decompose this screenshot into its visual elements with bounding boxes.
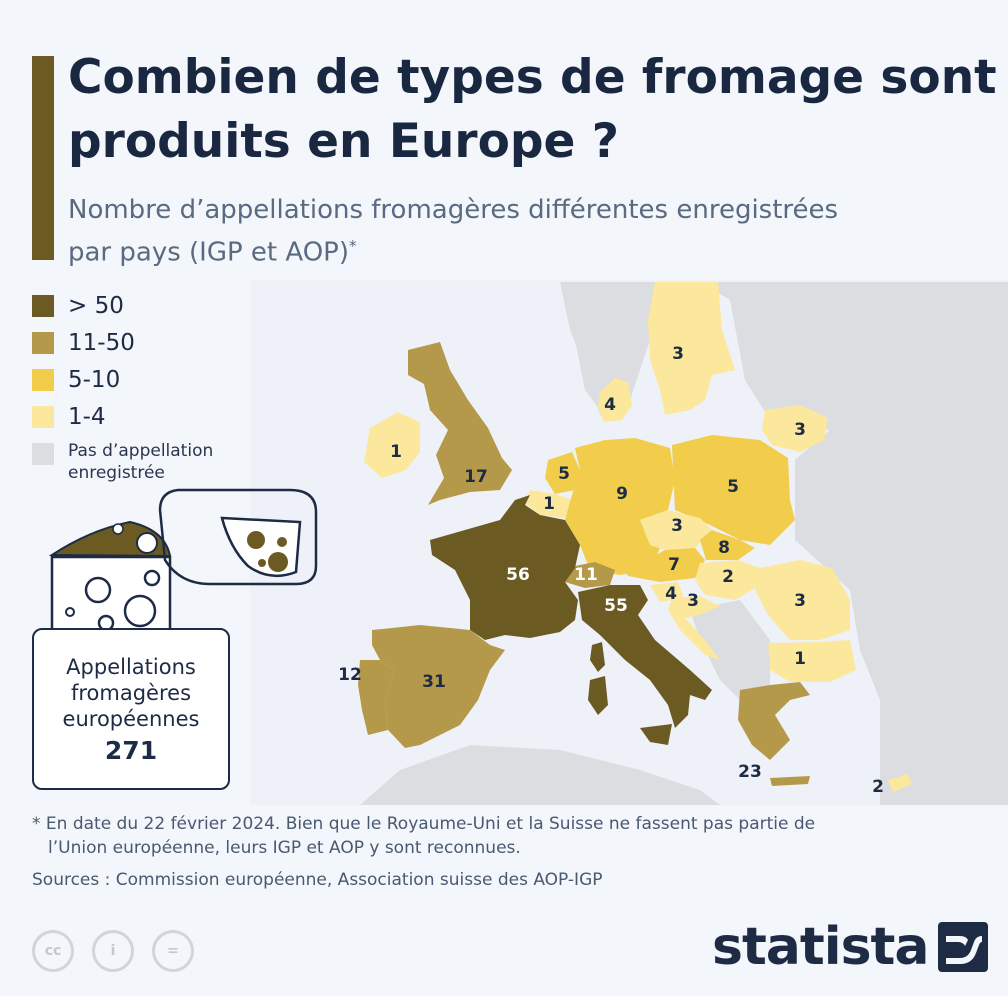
country-czechia: [640, 510, 712, 550]
legend-label: 1-4: [68, 404, 106, 430]
legend-swatch: [32, 295, 54, 317]
footnote: * En date du 22 février 2024. Bien que l…: [32, 812, 932, 860]
map-value-belgium: 1: [543, 494, 555, 514]
country-austria: [620, 548, 705, 582]
title-accent-bar: [32, 56, 54, 260]
country-greece: [738, 682, 810, 760]
country-belgium: [525, 490, 572, 518]
country-slovenia: [650, 582, 684, 602]
statista-wordmark: statista: [712, 917, 929, 977]
map-value-spain: 31: [422, 672, 446, 692]
statista-logo-icon: [938, 922, 989, 972]
cc-icon[interactable]: cc: [32, 930, 74, 972]
country-slovakia: [700, 530, 755, 560]
country-cyprus: [888, 774, 912, 792]
country-sweden: [648, 282, 735, 415]
country-ireland: [364, 412, 420, 478]
country-bulgaria: [768, 640, 856, 682]
legend-swatch: [32, 406, 54, 428]
sources: Sources : Commission européenne, Associa…: [32, 870, 603, 890]
page-title: Combien de types de fromage sont produit…: [68, 50, 997, 169]
country-germany: [565, 438, 675, 575]
map-value-croatia: 3: [687, 591, 699, 611]
map-value-bulgaria: 1: [794, 649, 806, 669]
map-value-france: 56: [506, 565, 530, 585]
country-italy: [578, 585, 712, 728]
map-value-sweden: 3: [672, 344, 684, 364]
country-switzerland: [565, 562, 615, 588]
subtitle-text: Nombre d’appellations fromagères différe…: [68, 195, 839, 268]
island-corsica: [590, 642, 605, 672]
island-crete: [770, 776, 810, 786]
country-portugal: [358, 660, 395, 735]
country-spain: [372, 625, 505, 748]
country-croatia: [668, 596, 720, 660]
legend-item-no-appellation: Pas d’appellation enregistrée: [32, 440, 282, 490]
footnote-line-1: * En date du 22 février 2024. Bien que l…: [32, 814, 816, 834]
country-denmark: [598, 378, 632, 422]
country-poland: [672, 435, 795, 545]
legend-label: Pas d’appellation enregistrée: [68, 441, 214, 483]
country-romania: [755, 560, 850, 640]
legend-swatch: [32, 443, 54, 465]
map-value-poland: 5: [727, 477, 739, 497]
map-value-italy: 55: [604, 596, 628, 616]
legend-item-5-10: 5-10: [32, 366, 282, 403]
map-value-slovakia: 8: [718, 538, 730, 558]
total-label: Appellations fromagères européennes: [62, 655, 200, 731]
map-value-ireland: 1: [390, 442, 402, 462]
legend-label: 11-50: [68, 330, 135, 356]
cheese-illustration: [48, 488, 318, 641]
map-value-hungary: 2: [722, 567, 734, 587]
legend-item-11-50: 11-50: [32, 329, 282, 366]
subtitle-footnote-mark: *: [349, 237, 357, 255]
map-value-switzerland: 11: [574, 565, 598, 585]
statista-logo[interactable]: statista: [712, 912, 989, 982]
land-no-appellation-norway: [575, 282, 655, 410]
page-subtitle: Nombre d’appellations fromagères différe…: [68, 192, 868, 271]
map-value-netherlands: 5: [558, 464, 570, 484]
legend: > 50 11-50 5-10 1-4 Pas d’appellation en…: [32, 292, 282, 490]
legend-item-1-4: 1-4: [32, 403, 282, 440]
legend-label: 5-10: [68, 367, 121, 393]
footnote-line-2: l’Union européenne, leurs IGP et AOP y s…: [48, 838, 521, 858]
total-value: 271: [104, 736, 158, 765]
map-value-portugal: 12: [338, 665, 362, 685]
map-value-slovenia: 4: [665, 584, 677, 604]
map-value-uk: 17: [464, 467, 488, 487]
no-derivatives-icon[interactable]: =: [152, 930, 194, 972]
map-value-lithuania: 3: [794, 420, 806, 440]
map-value-denmark: 4: [604, 395, 616, 415]
map-value-czechia: 3: [671, 516, 683, 536]
country-uk: [408, 342, 512, 505]
map-value-greece: 23: [738, 762, 762, 782]
legend-swatch: [32, 332, 54, 354]
land-no-appellation-africa: [360, 745, 720, 805]
island-sardinia: [588, 676, 608, 715]
island-sicily: [640, 724, 672, 745]
map-value-cyprus: 2: [872, 777, 884, 797]
land-no-appellation-balkans: [690, 600, 770, 700]
legend-item-over-50: > 50: [32, 292, 282, 329]
legend-swatch: [32, 369, 54, 391]
country-france: [430, 495, 580, 640]
attribution-icon[interactable]: i: [92, 930, 134, 972]
country-lithuania: [762, 405, 828, 452]
map-value-austria: 7: [668, 555, 680, 575]
country-hungary: [695, 560, 760, 600]
map-value-romania: 3: [794, 591, 806, 611]
map-value-germany: 9: [616, 484, 628, 504]
country-netherlands: [545, 452, 580, 494]
total-appellations-box: Appellations fromagères européennes 271: [32, 628, 230, 790]
legend-label: > 50: [68, 293, 124, 319]
